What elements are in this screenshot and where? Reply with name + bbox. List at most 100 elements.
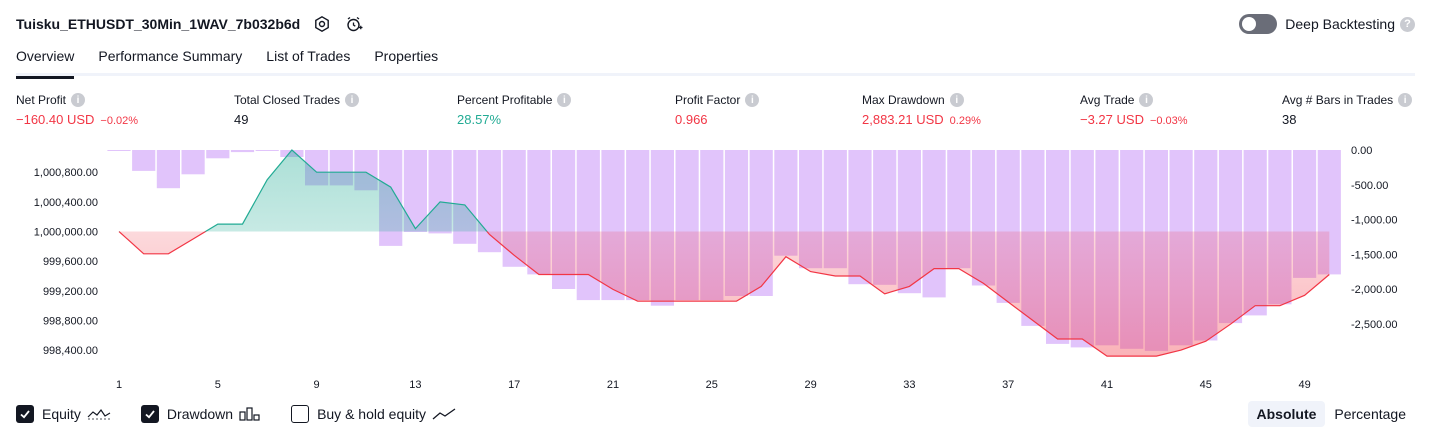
metric-label: Profit Factor <box>675 93 741 107</box>
tab-properties[interactable]: Properties <box>374 48 439 64</box>
buy-hold-checkbox[interactable] <box>291 405 310 423</box>
drawdown-bars-icon <box>239 407 261 421</box>
x-axis-tick: 9 <box>314 379 320 391</box>
deep-backtesting-label: Deep Backtesting <box>1285 16 1395 32</box>
x-axis-tick: 45 <box>1200 379 1212 391</box>
strategy-header: Tuisku_ETHUSDT_30Min_1WAV_7b032b6d Deep … <box>16 10 1415 38</box>
x-axis-tick: 25 <box>706 379 718 391</box>
metric-value: −160.40 USD <box>16 112 95 127</box>
x-axis-tick: 37 <box>1002 379 1014 391</box>
y-axis-right-tick: -1,500.00 <box>1351 249 1397 261</box>
legend-drawdown[interactable]: Drawdown <box>140 405 261 423</box>
y-axis-right-tick: -2,000.00 <box>1351 284 1397 296</box>
drawdown-bar <box>230 150 255 153</box>
info-icon[interactable]: i <box>949 93 964 107</box>
metric-label: Max Drawdown <box>862 93 945 107</box>
buy-hold-line-icon <box>432 407 456 421</box>
x-axis-tick: 1 <box>116 379 122 391</box>
y-axis-left-tick: 999,600.00 <box>43 256 98 268</box>
absolute-button[interactable]: Absolute <box>1247 401 1326 427</box>
drawdown-bar <box>774 150 798 256</box>
drawdown-bar <box>922 150 946 298</box>
legend-label: Drawdown <box>166 406 234 422</box>
y-axis-right-tick: 0.00 <box>1351 145 1372 157</box>
metric-label: Net Profit <box>16 93 67 107</box>
drawdown-bar <box>403 150 427 232</box>
drawdown-bar <box>206 150 230 159</box>
drawdown-checkbox[interactable] <box>140 405 159 423</box>
metric-value: 28.57% <box>457 112 502 127</box>
metric-max-drawdown: Max Drawdown i 2,883.21 USD 0.29% <box>862 93 981 127</box>
equity-line-icon <box>87 407 111 421</box>
y-axis-left-tick: 1,000,000.00 <box>34 227 98 239</box>
metric-label: Total Closed Trades <box>234 93 341 107</box>
metric-value: 2,883.21 USD <box>862 112 944 127</box>
legend-buy-hold[interactable]: Buy & hold equity <box>291 405 456 423</box>
info-icon[interactable]: i <box>1139 93 1154 107</box>
y-axis-right-tick: -1,000.00 <box>1351 215 1397 227</box>
equity-drawdown-chart[interactable]: 1,000,800.00 1,000,400.00 1,000,000.00 999,… <box>0 140 1431 395</box>
metric-value: 38 <box>1282 112 1297 127</box>
equity-area-negative <box>119 231 1330 357</box>
metric-avg-trade: Avg Trade i −3.27 USD −0.03% <box>1080 93 1188 127</box>
equity-checkbox[interactable] <box>16 405 34 423</box>
metric-percent: 0.29% <box>949 115 981 127</box>
tab-overview[interactable]: Overview <box>16 44 75 79</box>
x-axis-tick: 5 <box>215 379 221 391</box>
legend-label: Equity <box>42 406 81 422</box>
deep-backtesting-toggle[interactable] <box>1239 14 1278 34</box>
x-axis-tick: 29 <box>804 379 816 391</box>
drawdown-bar <box>156 150 180 189</box>
x-axis-tick: 49 <box>1298 379 1310 391</box>
metric-label: Percent Profitable <box>457 93 553 107</box>
metric-net-profit: Net Profit i −160.40 USD −0.02% <box>16 93 138 127</box>
x-axis-tick: 13 <box>409 379 421 391</box>
metric-percent: −0.02% <box>100 115 139 127</box>
tab-performance-summary[interactable]: Performance Summary <box>98 48 243 64</box>
y-axis-left-tick: 999,200.00 <box>43 286 98 298</box>
metric-percent: −0.03% <box>1149 115 1188 127</box>
drawdown-bar <box>107 150 131 151</box>
x-axis-tick: 41 <box>1101 379 1113 391</box>
value-mode-switch: Absolute Percentage <box>1247 401 1416 427</box>
y-axis-right-tick: -2,500.00 <box>1351 319 1397 331</box>
metrics-row: Net Profit i −160.40 USD −0.02% Total Clos… <box>0 93 1431 133</box>
x-axis-tick: 33 <box>903 379 915 391</box>
x-axis-tick: 21 <box>607 379 619 391</box>
y-axis-left-tick: 1,000,800.00 <box>34 167 98 179</box>
metric-percent-profitable: Percent Profitable i 28.57% <box>457 93 572 127</box>
metric-profit-factor: Profit Factor i 0.966 <box>675 93 760 127</box>
chart-legend: Equity Drawdown Buy & hold equity <box>16 403 486 425</box>
strategy-title: Tuisku_ETHUSDT_30Min_1WAV_7b032b6d <box>16 16 301 32</box>
info-icon[interactable]: i <box>1398 93 1413 107</box>
legend-equity[interactable]: Equity <box>16 405 111 423</box>
x-axis-tick: 17 <box>508 379 520 391</box>
tab-list-of-trades[interactable]: List of Trades <box>266 48 351 64</box>
metric-value: 0.966 <box>675 112 708 127</box>
y-axis-left-tick: 998,800.00 <box>43 316 98 328</box>
equity-line-positive <box>118 149 488 232</box>
equity-line-negative <box>118 231 1330 357</box>
metric-value: 49 <box>234 112 249 127</box>
help-icon[interactable]: ? <box>1400 16 1415 32</box>
info-icon[interactable]: i <box>345 93 360 107</box>
y-axis-right-tick: -500.00 <box>1351 180 1388 192</box>
settings-icon[interactable] <box>312 14 332 34</box>
metric-value: −3.27 USD <box>1080 112 1144 127</box>
drawdown-bar <box>181 150 205 175</box>
report-tabs: Overview Performance Summary List of Tra… <box>16 44 1415 79</box>
metric-avg-bars: Avg # Bars in Trades i 38 <box>1282 93 1413 127</box>
y-axis-left-tick: 998,400.00 <box>43 345 98 357</box>
y-axis-left-tick: 1,000,400.00 <box>34 197 98 209</box>
metric-total-closed-trades: Total Closed Trades i 49 <box>234 93 360 127</box>
add-alert-icon[interactable] <box>344 14 364 34</box>
legend-label: Buy & hold equity <box>317 406 427 422</box>
drawdown-bar <box>255 150 279 151</box>
equity-area-positive <box>119 150 488 232</box>
drawdown-bar <box>132 150 156 171</box>
info-icon[interactable]: i <box>557 93 572 107</box>
percentage-button[interactable]: Percentage <box>1334 406 1406 422</box>
info-icon[interactable]: i <box>745 93 760 107</box>
metric-label: Avg # Bars in Trades <box>1282 93 1394 107</box>
info-icon[interactable]: i <box>71 93 86 107</box>
